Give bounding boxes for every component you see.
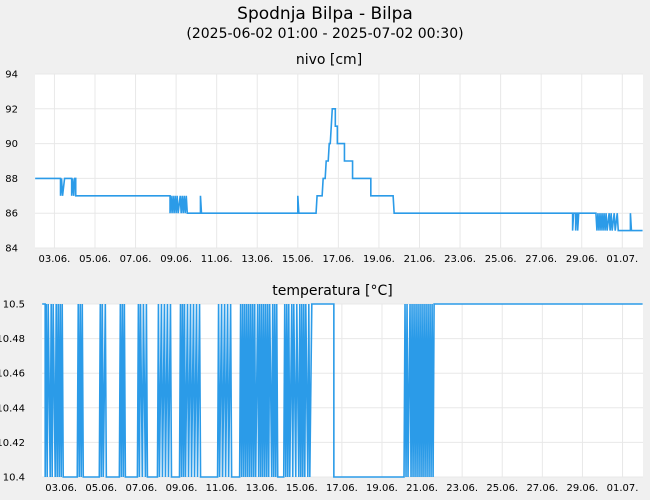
y-tick-label: 88 bbox=[5, 174, 18, 185]
x-tick-label: 13.06. bbox=[246, 483, 278, 494]
panel-title-1: nivo [cm] bbox=[296, 52, 362, 68]
x-tick-label: 07.06. bbox=[125, 483, 157, 494]
x-tick-label: 09.06. bbox=[160, 254, 192, 265]
chart-title: Spodnja Bilpa - Bilpa bbox=[237, 4, 413, 24]
x-tick-label: 11.06. bbox=[206, 483, 238, 494]
x-tick-label: 23.06. bbox=[444, 254, 476, 265]
x-tick-label: 17.06. bbox=[322, 254, 354, 265]
y-tick-label: 94 bbox=[5, 70, 18, 81]
x-tick-label: 27.06. bbox=[526, 483, 558, 494]
y-tick-label: 84 bbox=[5, 244, 18, 255]
series-line-2 bbox=[42, 303, 643, 478]
y-tick-label: 10.48 bbox=[0, 334, 25, 345]
x-tick-label: 25.06. bbox=[485, 254, 517, 265]
x-tick-label: 01.07. bbox=[607, 483, 639, 494]
x-tick-label: 09.06. bbox=[166, 483, 198, 494]
y-tick-label: 10.42 bbox=[0, 438, 25, 449]
y-tick-label: 90 bbox=[5, 139, 18, 150]
x-tick-label: 21.06. bbox=[404, 254, 436, 265]
x-tick-label: 01.07. bbox=[606, 254, 638, 265]
y-tick-label: 86 bbox=[5, 209, 18, 220]
x-tick-label: 13.06. bbox=[241, 254, 273, 265]
y-tick-label: 10.5 bbox=[3, 300, 25, 311]
x-tick-label: 05.06. bbox=[85, 483, 117, 494]
x-tick-label: 19.06. bbox=[366, 483, 398, 494]
x-tick-label: 23.06. bbox=[446, 483, 478, 494]
chart-subtitle: (2025-06-02 01:00 - 2025-07-02 00:30) bbox=[186, 26, 464, 42]
y-tick-label: 92 bbox=[5, 104, 18, 115]
plot-area-2 bbox=[42, 304, 643, 477]
x-tick-label: 15.06. bbox=[282, 254, 314, 265]
x-tick-label: 21.06. bbox=[406, 483, 438, 494]
plot-area-1 bbox=[35, 74, 643, 248]
x-tick-label: 29.06. bbox=[566, 254, 598, 265]
x-tick-label: 15.06. bbox=[286, 483, 318, 494]
x-tick-label: 11.06. bbox=[201, 254, 233, 265]
y-tick-label: 10.4 bbox=[3, 473, 25, 484]
x-tick-label: 19.06. bbox=[363, 254, 395, 265]
x-tick-label: 25.06. bbox=[486, 483, 518, 494]
series-line-1 bbox=[35, 108, 643, 232]
x-tick-label: 03.06. bbox=[39, 254, 71, 265]
x-tick-label: 17.06. bbox=[326, 483, 358, 494]
x-tick-label: 05.06. bbox=[79, 254, 111, 265]
x-tick-label: 03.06. bbox=[45, 483, 77, 494]
x-tick-label: 07.06. bbox=[120, 254, 152, 265]
x-tick-label: 27.06. bbox=[525, 254, 557, 265]
y-tick-label: 10.44 bbox=[0, 403, 25, 414]
y-tick-label: 10.46 bbox=[0, 369, 25, 380]
x-tick-label: 29.06. bbox=[567, 483, 599, 494]
panel-title-2: temperatura [°C] bbox=[272, 283, 392, 299]
